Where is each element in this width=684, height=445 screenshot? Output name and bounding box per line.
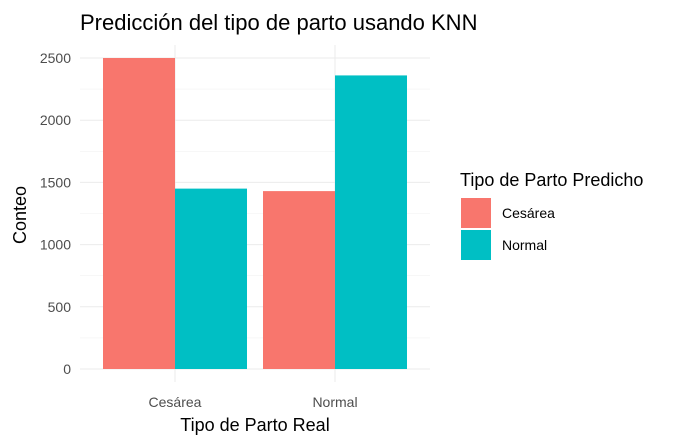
x-axis-title: Tipo de Parto Real <box>180 415 329 435</box>
x-axis-ticks: Cesárea Normal <box>149 394 358 410</box>
x-tick-label: Normal <box>312 394 357 410</box>
bar-0-0 <box>103 58 175 369</box>
legend-label-0: Cesárea <box>502 205 555 221</box>
y-tick-label: 0 <box>63 361 71 377</box>
legend-label-1: Normal <box>502 237 547 253</box>
y-tick-label: 1000 <box>40 237 71 253</box>
legend: Tipo de Parto Predicho Cesárea Normal <box>460 170 643 260</box>
y-axis-ticks: 0 500 1000 1500 2000 2500 <box>40 50 71 377</box>
legend-title: Tipo de Parto Predicho <box>460 170 643 190</box>
y-tick-label: 500 <box>48 299 72 315</box>
legend-key-1 <box>461 230 491 260</box>
chart-title: Predicción del tipo de parto usando KNN <box>80 10 477 35</box>
bars <box>103 58 407 369</box>
bar-1-0 <box>263 191 335 369</box>
y-tick-label: 2500 <box>40 50 71 66</box>
bar-1-1 <box>335 75 407 369</box>
y-tick-label: 2000 <box>40 112 71 128</box>
legend-key-0 <box>461 198 491 228</box>
y-tick-label: 1500 <box>40 174 71 190</box>
x-tick-label: Cesárea <box>149 394 202 410</box>
y-axis-title: Conteo <box>10 186 30 244</box>
bar-0-1 <box>175 188 247 369</box>
